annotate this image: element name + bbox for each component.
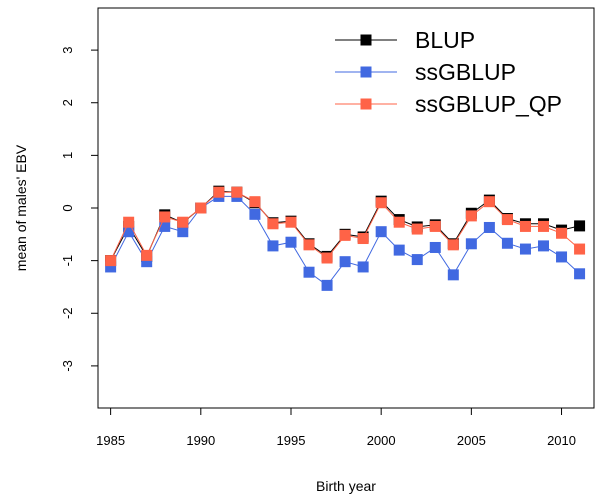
legend-marker bbox=[360, 66, 372, 78]
data-point bbox=[501, 214, 513, 226]
data-point bbox=[285, 236, 297, 248]
data-point bbox=[321, 279, 333, 291]
y-tick-label: 1 bbox=[60, 152, 75, 159]
y-tick-label: -2 bbox=[60, 307, 75, 319]
series-ssgblup bbox=[105, 190, 586, 291]
data-point bbox=[519, 243, 531, 255]
legend-label: ssGBLUP_QP bbox=[415, 91, 562, 117]
data-point bbox=[177, 216, 189, 228]
data-point bbox=[339, 229, 351, 241]
data-point bbox=[249, 208, 261, 220]
data-point bbox=[447, 269, 459, 281]
series-ssgblup-qp bbox=[105, 186, 586, 267]
data-point bbox=[574, 220, 586, 232]
data-point bbox=[195, 202, 207, 214]
legend-item: ssGBLUP bbox=[335, 59, 516, 85]
series-layer bbox=[105, 185, 586, 291]
data-point bbox=[375, 197, 387, 209]
data-point bbox=[105, 255, 117, 267]
plot-frame bbox=[97, 7, 595, 409]
y-tick-label: -3 bbox=[60, 360, 75, 372]
data-point bbox=[159, 220, 171, 232]
data-point bbox=[303, 266, 315, 278]
data-point bbox=[393, 216, 405, 228]
data-point bbox=[267, 218, 279, 230]
data-point bbox=[285, 216, 297, 228]
data-point bbox=[105, 261, 117, 273]
data-point bbox=[213, 186, 225, 198]
data-point bbox=[447, 239, 459, 251]
data-point bbox=[177, 226, 189, 238]
data-point bbox=[574, 268, 586, 280]
y-tick-label: 0 bbox=[60, 204, 75, 211]
data-point bbox=[519, 220, 531, 232]
data-point bbox=[556, 227, 568, 239]
x-axis-title: Birth year bbox=[316, 478, 376, 494]
y-tick-label: 2 bbox=[60, 99, 75, 106]
data-point bbox=[465, 238, 477, 250]
data-point bbox=[231, 186, 243, 198]
data-point bbox=[357, 233, 369, 245]
data-point bbox=[123, 216, 135, 228]
legend-marker bbox=[360, 34, 372, 46]
data-point bbox=[537, 220, 549, 232]
x-tick-label: 2010 bbox=[547, 433, 576, 448]
data-point bbox=[123, 226, 135, 238]
data-point bbox=[357, 261, 369, 273]
x-tick-label: 1995 bbox=[277, 433, 306, 448]
data-point bbox=[411, 223, 423, 235]
data-point bbox=[249, 196, 261, 208]
x-tick-label: 1985 bbox=[96, 433, 125, 448]
data-point bbox=[393, 244, 405, 256]
data-point bbox=[465, 210, 477, 222]
legend-marker bbox=[360, 98, 372, 110]
data-point bbox=[537, 240, 549, 252]
x-tick-label: 1990 bbox=[186, 433, 215, 448]
data-point bbox=[429, 241, 441, 253]
data-point bbox=[159, 211, 171, 223]
legend-label: BLUP bbox=[415, 27, 475, 53]
y-tick-label: 3 bbox=[60, 46, 75, 53]
x-axis: 1985 1990 1995 2000 2005 2010 bbox=[96, 408, 576, 448]
legend-item: BLUP bbox=[335, 27, 475, 53]
x-tick-label: 2000 bbox=[367, 433, 396, 448]
x-tick-label: 2005 bbox=[457, 433, 486, 448]
y-tick-label: -1 bbox=[60, 255, 75, 267]
data-point bbox=[429, 220, 441, 232]
data-point bbox=[141, 256, 153, 268]
legend-label: ssGBLUP bbox=[415, 59, 516, 85]
data-point bbox=[339, 256, 351, 268]
y-axis: -3 -2 -1 0 1 2 3 bbox=[60, 46, 98, 372]
data-point bbox=[483, 196, 495, 208]
data-point bbox=[556, 251, 568, 263]
data-point bbox=[501, 237, 513, 249]
y-axis-title: mean of males' EBV bbox=[13, 144, 29, 271]
data-point bbox=[483, 221, 495, 233]
data-point bbox=[411, 254, 423, 266]
data-point bbox=[574, 243, 586, 255]
series-blup bbox=[105, 185, 586, 267]
data-point bbox=[321, 252, 333, 264]
data-point bbox=[267, 240, 279, 252]
data-point bbox=[303, 239, 315, 251]
legend-item: ssGBLUP_QP bbox=[335, 91, 562, 117]
legend: BLUP ssGBLUP ssGBLUP_QP bbox=[335, 27, 562, 117]
data-point bbox=[141, 249, 153, 261]
data-point bbox=[375, 226, 387, 238]
